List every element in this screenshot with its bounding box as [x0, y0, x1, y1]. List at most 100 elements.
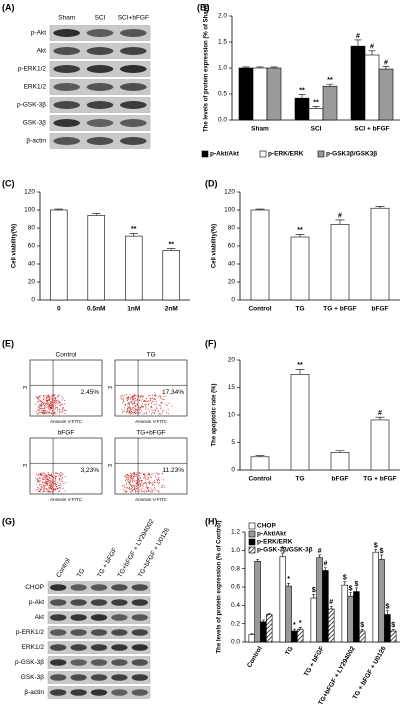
y-tick-label: 0: [231, 297, 235, 304]
flow-dot: [133, 405, 135, 407]
flow-dot: [59, 474, 61, 476]
flow-dot: [64, 413, 66, 415]
error-bar: [242, 66, 250, 68]
bar: [347, 595, 354, 643]
flow-dot: [42, 412, 44, 414]
flow-dot: [126, 486, 128, 488]
flow-dot: [157, 474, 159, 476]
error-bar: [375, 416, 385, 420]
flow-plot-title: Control: [56, 352, 78, 359]
error-bar: [375, 206, 385, 209]
blot-band: [111, 599, 128, 606]
flow-dot: [134, 394, 136, 396]
flow-dot: [131, 478, 133, 480]
flow-dot: [129, 407, 131, 409]
flow-dot: [58, 413, 60, 415]
flow-dot: [129, 394, 131, 396]
blot-row-label: ERK1/2: [24, 84, 47, 91]
flow-dot: [139, 484, 141, 486]
blot-column-label: TG+bFGF + LY294002: [117, 518, 156, 579]
flow-dot: [64, 476, 66, 478]
flow-dot: [47, 479, 49, 481]
flow-dot: [156, 481, 158, 483]
flow-dot: [144, 399, 146, 401]
flow-dot: [48, 398, 50, 400]
flow-dot: [42, 478, 44, 480]
flow-dot: [135, 399, 137, 401]
flow-dot: [137, 399, 139, 401]
y-tick-label: 0.4: [231, 602, 240, 609]
flow-dot: [134, 405, 136, 407]
flow-dot: [136, 487, 138, 489]
flow-dot: [150, 488, 152, 490]
flow-dot: [126, 477, 128, 479]
flow-dot: [49, 404, 51, 406]
flow-dot: [54, 476, 56, 478]
flow-dot: [45, 403, 47, 405]
flow-dot: [47, 412, 49, 414]
blot-band: [50, 614, 67, 621]
flow-dot: [126, 408, 128, 410]
flow-dot: [39, 480, 41, 482]
blot-band: [111, 614, 128, 621]
flow-dot: [58, 487, 60, 489]
y-tick-label: 80: [28, 225, 36, 232]
flow-dot: [165, 395, 167, 397]
flow-dot: [46, 477, 48, 479]
flow-dot: [53, 394, 55, 396]
flow-dot: [151, 491, 153, 493]
flow-dot: [138, 399, 140, 401]
blot-band: [53, 137, 80, 145]
bar: [316, 557, 323, 643]
flow-dot: [139, 488, 141, 490]
flow-dot: [128, 488, 130, 490]
flow-dot: [63, 482, 65, 484]
flow-dot: [36, 396, 38, 398]
flow-dot: [39, 477, 41, 479]
flow-dot: [46, 484, 48, 486]
flow-dot: [35, 396, 37, 398]
flow-dot: [143, 491, 145, 493]
flow-dot: [56, 396, 58, 398]
flow-dot: [50, 402, 52, 404]
flow-dot: [47, 488, 49, 490]
error-bar: [295, 369, 305, 375]
blot-band: [119, 29, 147, 37]
flow-dot: [48, 407, 50, 409]
flow-dot: [153, 398, 155, 400]
error-bar: [167, 248, 176, 251]
flow-dot: [58, 491, 60, 493]
flow-dot: [41, 481, 43, 483]
flow-dot: [52, 402, 54, 404]
flow-dot: [49, 481, 51, 483]
bar: [370, 419, 390, 471]
flow-dot: [129, 488, 131, 490]
flow-dot: [52, 410, 54, 412]
flow-dot: [127, 409, 129, 411]
flow-dot: [56, 482, 58, 484]
flow-dot: [51, 489, 53, 491]
flow-dot: [157, 490, 159, 492]
x-tick-label: SCI + bFGF: [354, 126, 389, 133]
flow-dot: [44, 405, 46, 407]
blot-row-label: p-ERK1/2: [16, 629, 45, 636]
flow-dot: [135, 488, 137, 490]
flow-dot: [36, 486, 38, 488]
x-tick-label: SCI: [311, 126, 322, 133]
flow-dot: [154, 475, 156, 477]
flow-dot: [49, 397, 51, 399]
blot-band: [131, 584, 148, 591]
flow-dot: [45, 405, 47, 407]
flow-dot: [129, 398, 131, 400]
flow-dot: [127, 395, 129, 397]
error-bar: [354, 587, 358, 592]
flow-dot: [133, 397, 135, 399]
y-tick-label: 120: [24, 189, 35, 196]
flow-dot: [141, 410, 143, 412]
flow-dot: [42, 490, 44, 492]
flow-dot: [35, 490, 37, 492]
flow-dot: [43, 413, 45, 415]
flow-dot: [152, 394, 154, 396]
error-bar: [54, 208, 63, 210]
